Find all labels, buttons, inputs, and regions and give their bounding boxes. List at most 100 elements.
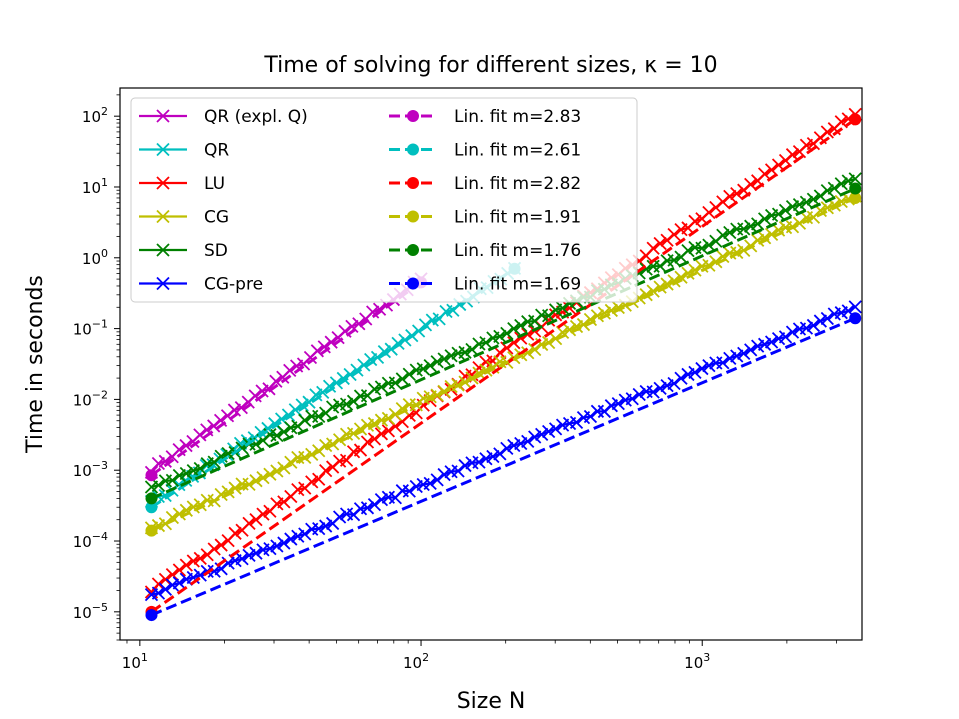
data-point-marker: [744, 343, 758, 357]
legend-circle-marker-icon: [407, 143, 419, 156]
data-point-marker: [653, 280, 667, 294]
data-point-marker: [702, 359, 716, 373]
data-point-marker: [479, 335, 493, 350]
legend-label: Lin. fit m=1.69: [454, 275, 581, 295]
legend-item: Lin. fit m=1.76: [389, 241, 581, 261]
data-point-marker: [277, 536, 291, 550]
legend-item: Lin. fit m=2.61: [389, 141, 581, 161]
legend-label: CG: [204, 208, 229, 228]
data-point-marker: [416, 362, 430, 376]
data-point-marker: [339, 453, 354, 467]
data-point-marker: [346, 394, 361, 408]
data-point-marker: [820, 311, 834, 326]
data-point-marker: [723, 351, 737, 366]
legend-item: QR (expl. Q): [139, 107, 308, 127]
data-point-marker: [193, 461, 207, 476]
data-point-marker: [674, 371, 688, 385]
data-point-marker: [179, 466, 193, 481]
data-point-marker: [165, 473, 180, 488]
data-point-marker: [402, 367, 416, 381]
x-tick-label: 101: [122, 651, 148, 672]
data-point-marker: [374, 492, 389, 507]
data-point-marker: [193, 428, 207, 442]
data-point-marker: [702, 238, 716, 252]
data-point-marker: [569, 415, 584, 429]
x-tick-label: 103: [684, 651, 710, 672]
data-point-marker: [834, 115, 848, 129]
data-point-marker: [695, 361, 709, 376]
data-point-marker: [639, 288, 653, 302]
data-point-marker: [632, 387, 646, 402]
data-point-marker: [366, 305, 380, 319]
data-point-marker: [172, 563, 186, 577]
data-point-marker: [207, 542, 221, 556]
legend-circle-marker-icon: [407, 210, 419, 223]
data-point-marker: [702, 205, 716, 220]
legend-x-marker-icon: [156, 109, 170, 123]
chart-title: Time of solving for different sizes, κ =…: [263, 53, 717, 78]
data-point-marker: [249, 546, 263, 560]
data-point-marker: [500, 326, 514, 341]
data-point-marker: [242, 477, 256, 492]
data-point-marker: [486, 449, 500, 464]
data-point-marker: [792, 197, 807, 212]
data-point-marker: [317, 340, 331, 354]
data-point-marker: [646, 241, 660, 255]
data-point-marker: [360, 435, 375, 449]
data-point-marker: [716, 249, 730, 264]
data-point-marker: [312, 409, 326, 424]
legend-item: SD: [139, 241, 228, 261]
fit-line: [150, 187, 856, 500]
data-point-marker: [298, 413, 312, 427]
data-point-marker: [681, 243, 695, 258]
data-point-marker: [423, 358, 437, 373]
y-tick-label: 10−3: [73, 459, 108, 480]
data-point-marker: [716, 356, 730, 370]
data-point-marker: [751, 217, 765, 231]
data-point-marker: [193, 551, 207, 566]
y-tick-label: 10−2: [73, 388, 108, 409]
data-point-marker: [367, 432, 382, 446]
data-point-marker: [737, 243, 751, 257]
data-point-marker: [799, 195, 814, 209]
legend-circle-marker-icon: [407, 277, 419, 290]
legend-circle-marker-icon: [407, 244, 419, 256]
data-point-marker: [667, 274, 681, 288]
data-point-marker: [165, 568, 180, 582]
data-point-marker: [284, 532, 298, 546]
y-tick-label: 10−4: [73, 530, 108, 551]
data-point-marker: [305, 475, 319, 489]
data-point-marker: [179, 558, 193, 572]
fit-line: [150, 281, 422, 477]
data-point-marker: [827, 181, 841, 195]
fit-start-point: [145, 492, 158, 505]
y-tick-label: 101: [82, 176, 108, 197]
data-point-marker: [322, 379, 337, 393]
data-point-marker: [848, 300, 862, 314]
data-point-marker: [270, 428, 284, 443]
data-point-marker: [514, 318, 528, 333]
data-point-marker: [256, 507, 270, 521]
data-point-marker: [235, 552, 249, 566]
data-point-marker: [653, 236, 667, 251]
legend-item: Lin. fit m=2.82: [389, 174, 581, 194]
data-point-marker: [723, 225, 737, 240]
data-point-marker: [423, 476, 437, 490]
data-point-marker: [813, 314, 828, 328]
data-point-marker: [681, 266, 695, 280]
data-point-marker: [458, 345, 472, 359]
legend-x-marker-icon: [156, 276, 170, 291]
fit-end-point: [849, 113, 862, 126]
data-point-marker: [709, 255, 723, 269]
data-point-marker: [799, 321, 814, 335]
data-point-marker: [179, 438, 193, 453]
fit-end-point: [849, 312, 862, 325]
series-lin-fit-m-1-76: [145, 182, 862, 505]
data-point-marker: [848, 172, 862, 186]
data-point-marker: [834, 177, 848, 191]
data-point-marker: [688, 365, 702, 380]
plot-frame: [119, 87, 863, 641]
data-point-marker: [820, 125, 834, 139]
data-point-marker: [234, 400, 248, 415]
